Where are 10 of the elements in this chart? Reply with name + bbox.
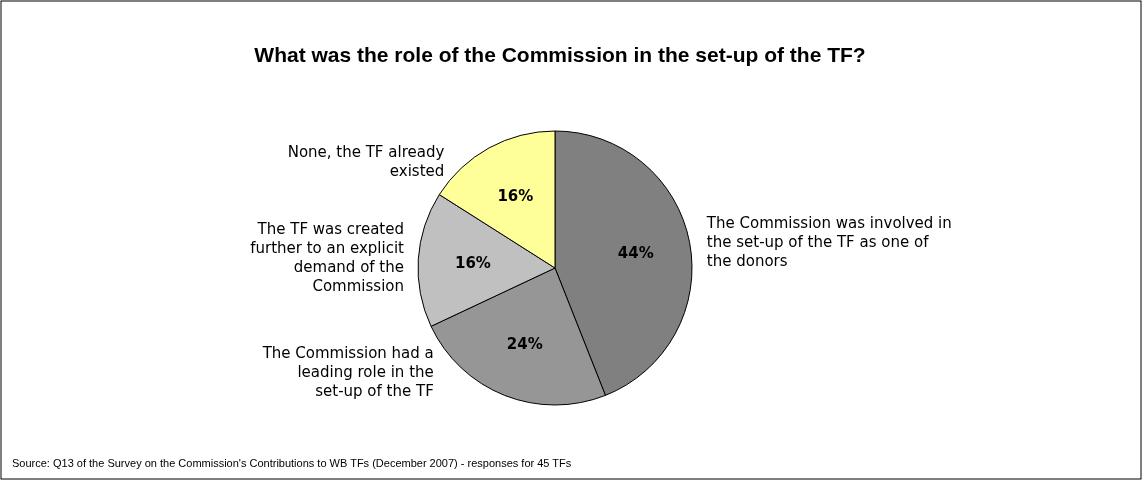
slice-label: None, the TF already existed — [287, 142, 445, 180]
data-label: 44% — [617, 243, 654, 262]
data-label: 16% — [497, 186, 534, 205]
slice-label: The Commission was involved in the set-up of the TF as one of the donors — [705, 214, 952, 271]
slice-label: The TF was created further to an explicit demand of the Commission — [250, 219, 405, 295]
source-note: Source: Q13 of the Survey on the Commission's Contributions to WB TFs (December 2007) - responses for 45 TFs — [12, 457, 572, 469]
slice-label: The Commission had a leading role in the set-up of the TF — [261, 344, 434, 401]
data-label: 24% — [506, 335, 543, 354]
chart-title: What was the role of the Commission in the set-up of the TF? — [254, 43, 866, 66]
data-label: 16% — [455, 253, 491, 272]
